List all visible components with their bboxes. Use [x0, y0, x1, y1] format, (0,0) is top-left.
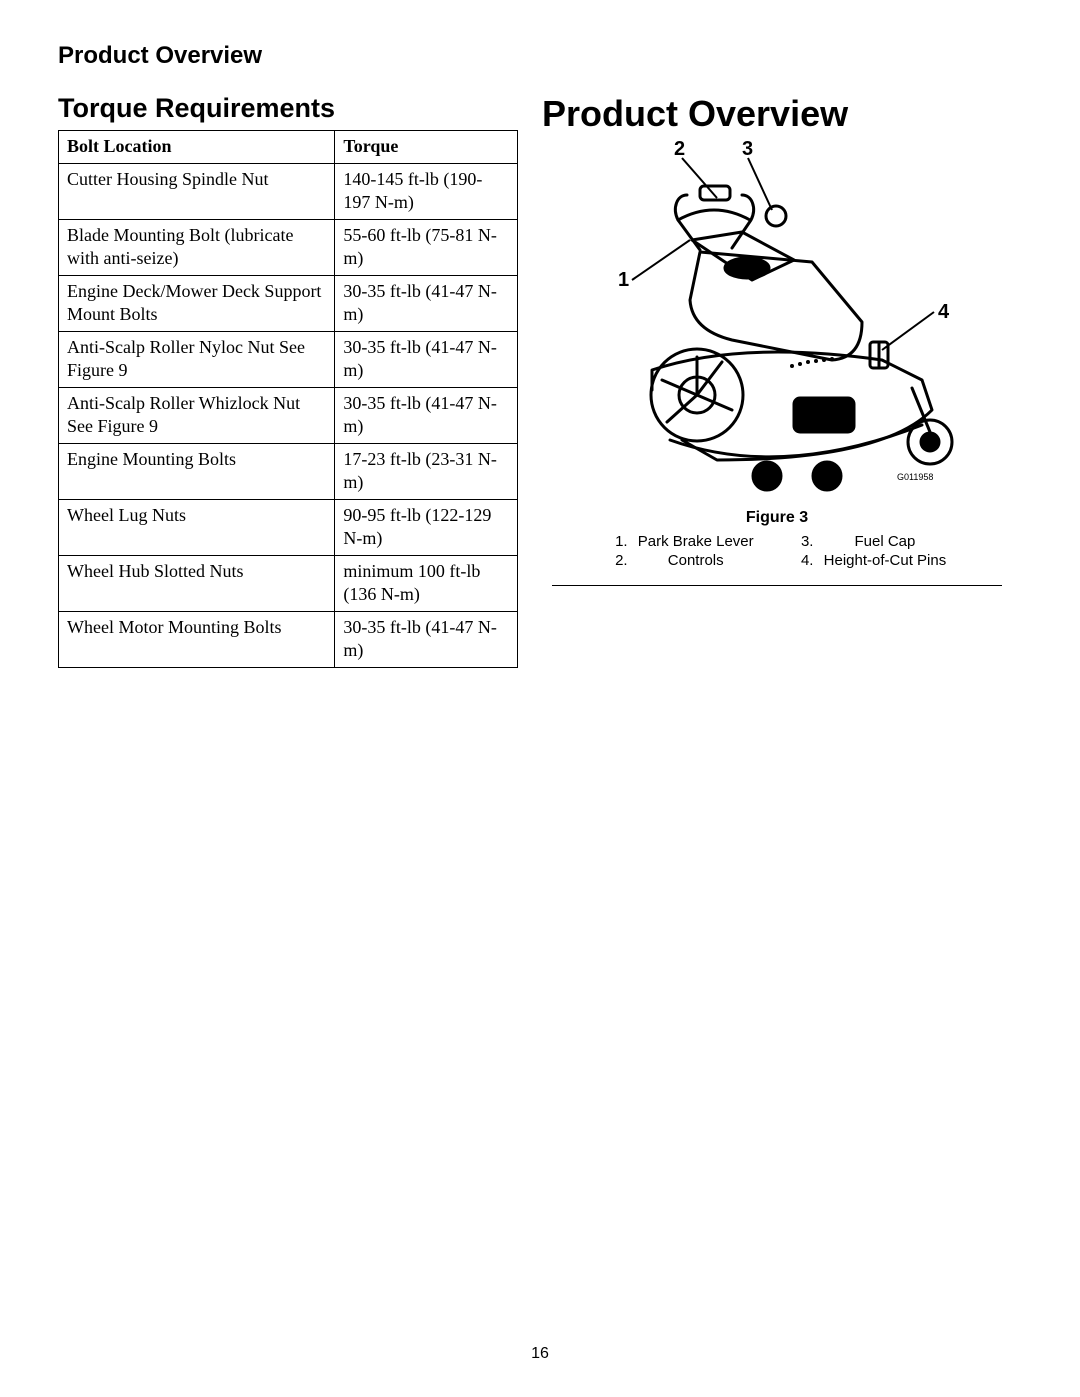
legend-item: Fuel Cap [818, 533, 947, 550]
cell-location: Engine Mounting Bolts [59, 444, 335, 500]
cell-torque: 30-35 ft-lb (41-47 N-m) [335, 612, 518, 668]
figure-part-number: G011958 [897, 472, 933, 482]
left-column: Torque Requirements Bolt Location Torque… [58, 94, 518, 668]
table-row: Wheel Lug Nuts 90-95 ft-lb (122-129 N-m) [59, 500, 518, 556]
torque-heading: Torque Requirements [58, 94, 518, 124]
table-row: Wheel Hub Slotted Nuts minimum 100 ft-lb… [59, 556, 518, 612]
callout-3: 3 [742, 140, 753, 160]
table-row: Blade Mounting Bolt (lubricate with anti… [59, 220, 518, 276]
running-header: Product Overview [58, 42, 1022, 70]
legend-item: Park Brake Lever [632, 533, 754, 550]
legend-item: Controls [632, 552, 754, 569]
cell-torque: 30-35 ft-lb (41-47 N-m) [335, 388, 518, 444]
table-row: Engine Mounting Bolts 17-23 ft-lb (23-31… [59, 444, 518, 500]
cell-torque: 17-23 ft-lb (23-31 N-m) [335, 444, 518, 500]
document-page: Product Overview Torque Requirements Bol… [0, 0, 1080, 1397]
two-column-layout: Torque Requirements Bolt Location Torque… [58, 94, 1022, 668]
legend-item: Height-of-Cut Pins [818, 552, 947, 569]
figure-caption: Figure 3 [542, 509, 1012, 527]
callout-2: 2 [674, 140, 685, 160]
mower-diagram: 1 2 3 4 [582, 140, 972, 500]
table-header-row: Bolt Location Torque [59, 130, 518, 164]
cell-location: Wheel Hub Slotted Nuts [59, 556, 335, 612]
table-row: Anti-Scalp Roller Nyloc Nut See Figure 9… [59, 332, 518, 388]
cell-location: Engine Deck/Mower Deck Support Mount Bol… [59, 276, 335, 332]
callout-4: 4 [938, 301, 950, 323]
cell-location: Anti-Scalp Roller Whizlock Nut See Figur… [59, 388, 335, 444]
table-row: Wheel Motor Mounting Bolts 30-35 ft-lb (… [59, 612, 518, 668]
cell-location: Cutter Housing Spindle Nut [59, 164, 335, 220]
table-row: Engine Deck/Mower Deck Support Mount Bol… [59, 276, 518, 332]
table-row: Anti-Scalp Roller Whizlock Nut See Figur… [59, 388, 518, 444]
col-bolt-location: Bolt Location [59, 130, 335, 164]
cell-location: Blade Mounting Bolt (lubricate with anti… [59, 220, 335, 276]
table-row: Cutter Housing Spindle Nut 140-145 ft-lb… [59, 164, 518, 220]
figure-separator [552, 585, 1002, 586]
callout-1: 1 [618, 269, 629, 291]
cell-location: Wheel Lug Nuts [59, 500, 335, 556]
torque-table: Bolt Location Torque Cutter Housing Spin… [58, 130, 518, 669]
cell-torque: 140-145 ft-lb (190-197 N-m) [335, 164, 518, 220]
col-torque: Torque [335, 130, 518, 164]
cell-torque: 30-35 ft-lb (41-47 N-m) [335, 332, 518, 388]
cell-torque: 55-60 ft-lb (75-81 N-m) [335, 220, 518, 276]
product-overview-heading: Product Overview [542, 94, 1012, 134]
cell-location: Wheel Motor Mounting Bolts [59, 612, 335, 668]
cell-torque: 90-95 ft-lb (122-129 N-m) [335, 500, 518, 556]
cell-location: Anti-Scalp Roller Nyloc Nut See Figure 9 [59, 332, 335, 388]
cell-torque: 30-35 ft-lb (41-47 N-m) [335, 276, 518, 332]
figure-legend: Park Brake Lever Controls Fuel Cap Heigh… [542, 533, 1012, 571]
figure-3: 1 2 3 4 [542, 140, 1012, 586]
right-column: Product Overview 1 2 3 4 [542, 94, 1012, 668]
page-number: 16 [0, 1345, 1080, 1363]
cell-torque: minimum 100 ft-lb (136 N-m) [335, 556, 518, 612]
